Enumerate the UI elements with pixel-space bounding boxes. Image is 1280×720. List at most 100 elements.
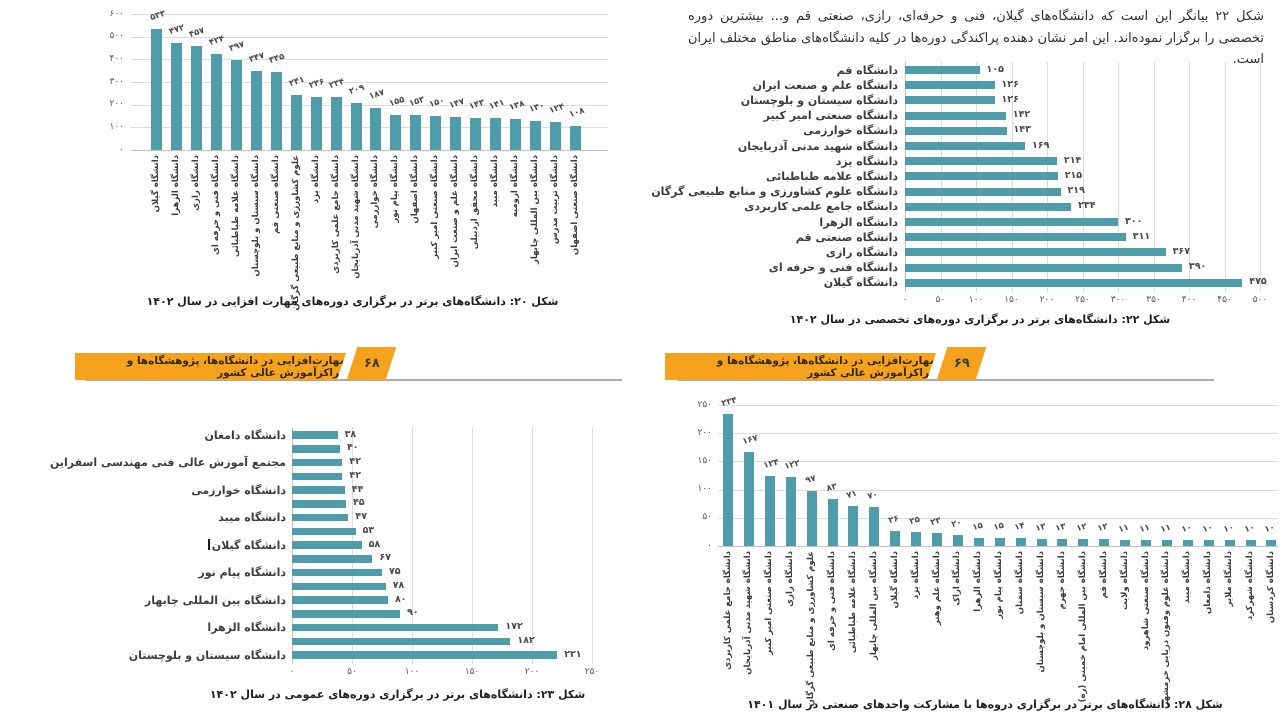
bar	[292, 431, 338, 439]
bar-value-label: ۱۲۶	[1001, 78, 1019, 90]
category-label: دانشگاه فنی و حرفه ای	[768, 261, 898, 275]
bar	[292, 568, 382, 577]
bar	[1203, 540, 1214, 546]
category-label: دانشگاه فنی و حرفه ای	[827, 551, 837, 651]
axis-tick-label: ۶۰۰	[109, 8, 124, 19]
bar	[743, 451, 754, 546]
bar	[210, 53, 222, 150]
bar	[510, 118, 522, 150]
bar	[806, 491, 817, 546]
category-label: دانشگاه سیستان و بلوچستان	[128, 648, 286, 662]
category-label: دانشگاه اراک	[952, 551, 963, 606]
bar	[370, 107, 382, 150]
bar	[292, 513, 349, 522]
bar	[292, 623, 499, 632]
bar-value-label: ۳۸	[344, 428, 357, 440]
bar	[785, 477, 796, 546]
bar	[905, 172, 1058, 181]
category-label: دانشگاه یزد	[835, 154, 898, 168]
gridline	[1260, 62, 1261, 292]
bar-value-label: ۳۱۱	[1132, 230, 1151, 242]
bar-value-label: ۴۷۵	[1249, 276, 1267, 288]
bar-value-label: ۱۰	[1242, 523, 1256, 536]
bar	[470, 117, 482, 150]
bar-value-label: ۹۰	[407, 607, 419, 619]
bar	[1057, 538, 1068, 546]
bar	[151, 29, 162, 150]
caption-figure-22: شکل ۲۲: دانشگاه‌های برتر در برگزاری دوره…	[789, 313, 1171, 326]
bar-value-label: ۱۱	[1159, 522, 1172, 535]
bar	[905, 66, 980, 74]
category-label: دانشگاه پیام نور	[198, 566, 286, 579]
category-label: دانشگاه علم و صنعت ایران	[752, 78, 898, 92]
category-label: دانشگاه علوم وفنون دریایی خرمشهر	[1161, 551, 1172, 707]
bar	[905, 233, 1126, 242]
axis-tick-label: ۴۵۰	[1217, 295, 1232, 305]
bar-value-label: ۴۲	[349, 469, 361, 481]
bar	[270, 71, 282, 150]
bar-value-label: ۱۱	[1117, 522, 1131, 535]
bar	[973, 537, 984, 546]
caption-figure-20: شکل ۲۰: دانشگاه‌های برتر در برگزاری دوره…	[146, 295, 559, 308]
bar-value-label: ۷۰	[866, 489, 880, 502]
bar-value-label: ۳۰۰	[1125, 215, 1143, 227]
gridline	[718, 461, 1278, 463]
category-label: دانشگاه علوم کشاورزی و منابع طبیعی گرگان	[651, 185, 898, 199]
bar-value-label: ۳۶۷	[1172, 245, 1190, 257]
bar	[827, 499, 838, 546]
bar-value-label: ۴۴	[351, 483, 364, 495]
category-label: دانشگاه صنعتی امیر کبیر	[763, 109, 898, 123]
category-label: مجتمع آموزش عالی فنی مهندسی اسفراین	[50, 456, 286, 469]
bar-value-label: ۷۸	[392, 579, 405, 591]
axis-tick-label: ۳۵۰	[1146, 295, 1161, 305]
caption-figure-28: شکل ۲۸: دانشگاه‌های برتر در برگزاری دروه…	[747, 698, 1223, 711]
bar-value-label: ۱۴	[1013, 520, 1026, 534]
bar	[905, 81, 995, 90]
category-label: دانشگاه میبد	[218, 511, 286, 524]
category-label: دانشگاه بین المللی چابهار	[144, 593, 286, 607]
category-label: دانشگاه شهرکرد	[1245, 551, 1255, 621]
bar	[905, 142, 1025, 150]
bar	[292, 610, 400, 618]
gridline	[718, 517, 1278, 519]
gridline	[472, 427, 473, 664]
bar-value-label: ۱۴۳	[1013, 124, 1031, 136]
bar-value-label: ۱۰۵	[986, 63, 1004, 75]
bar-value-label: ۹۷	[804, 473, 817, 487]
category-label: دانشگاه الزهرا	[207, 621, 286, 634]
bar-value-label: ۲۱۵	[1064, 169, 1083, 181]
gridline	[131, 127, 608, 129]
category-label: دانشگاه جامع علمی کاربردی	[744, 200, 898, 214]
bar	[490, 118, 502, 150]
bar	[430, 116, 442, 150]
bar	[994, 537, 1005, 546]
bar	[530, 120, 541, 150]
bar-value-label: ۴۰	[347, 442, 359, 454]
category-label: دانشگاه گیلان	[889, 551, 900, 609]
banner-underline-right	[678, 379, 1214, 381]
bar	[1015, 538, 1026, 546]
category-label: دانشگاه گیلان	[208, 538, 286, 553]
gridline	[131, 14, 608, 15]
category-label: دانشگاه جهرم	[1056, 551, 1067, 610]
bar-value-label: ۱۰	[1201, 523, 1214, 536]
text-cursor	[208, 538, 210, 550]
bar-value-label: ۱۷۲	[505, 621, 523, 632]
axis-tick-label: ۱۰۰	[968, 295, 984, 305]
bar	[170, 43, 182, 150]
bar-value-label: ۳۹۰	[1188, 261, 1207, 273]
bar-value-label: ۲۲۱	[564, 648, 582, 660]
category-label: دانشگاه رازی	[785, 551, 796, 607]
gridline	[718, 405, 1278, 406]
bar	[292, 486, 345, 494]
bar-value-label: ۱۰	[1222, 523, 1235, 536]
category-label: دانشگاه خوارزمی	[803, 124, 898, 138]
bar-value-label: ۱۲۴	[762, 457, 780, 472]
axis-tick-label: ۲۰۰	[697, 427, 712, 438]
axis-tick-label: ۱۰۰	[109, 121, 124, 132]
category-label: دانشگاه دامغان	[1203, 551, 1214, 615]
gridline	[1118, 62, 1119, 292]
